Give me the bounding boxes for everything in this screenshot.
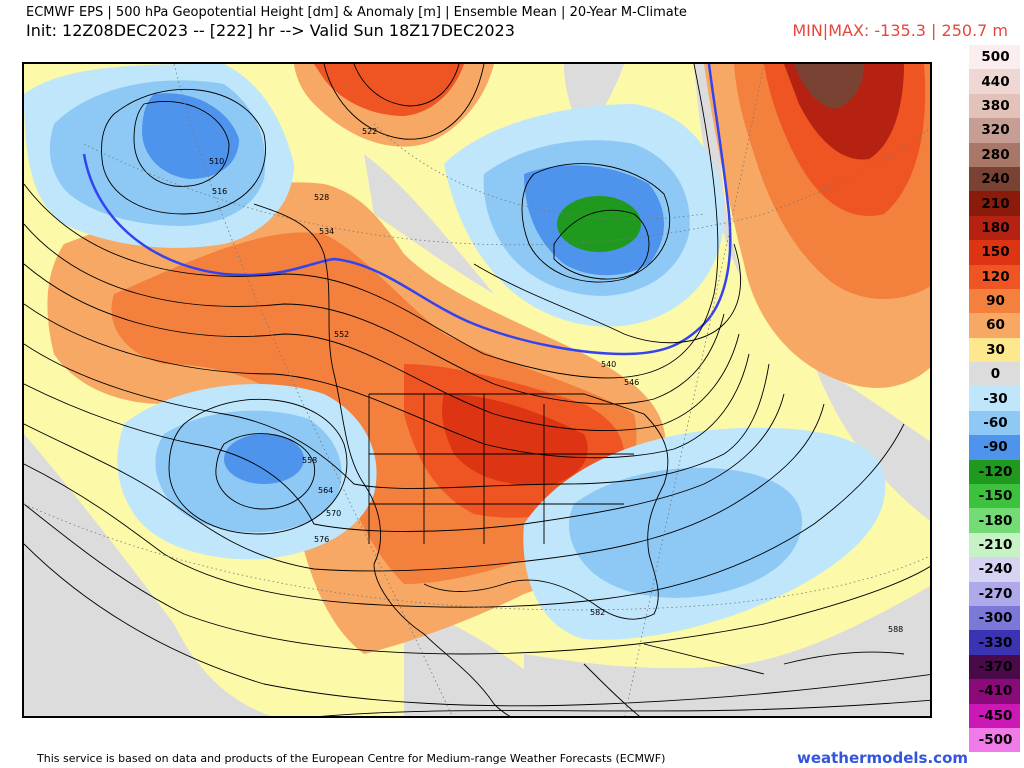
legend-label: 120 (981, 268, 1010, 285)
legend-label: -60 (983, 415, 1008, 432)
legend-label: 320 (981, 122, 1010, 139)
legend-swatch: -90 (969, 435, 1020, 460)
legend-label: -500 (978, 732, 1013, 749)
legend-label: -270 (978, 585, 1013, 602)
legend-swatch: 150 (969, 240, 1020, 265)
contour-label: 546 (624, 378, 639, 387)
contour-label: 510 (209, 157, 224, 166)
contour-label: 528 (314, 193, 329, 202)
legend-label: -300 (978, 610, 1013, 627)
legend-label: 30 (986, 341, 1005, 358)
legend-label: -410 (978, 683, 1013, 700)
contour-label: 522 (362, 127, 377, 136)
legend-label: 280 (981, 146, 1010, 163)
legend-label: -330 (978, 634, 1013, 651)
height-contours (24, 64, 930, 716)
legend-label: -150 (978, 488, 1013, 505)
anomaly-color-legend: 500 440 380 320 280 240 210 180 150 120 90 60 30 0 -30… (969, 45, 1020, 753)
negative-anomaly-hudson (444, 104, 724, 327)
legend-label: 440 (981, 73, 1010, 90)
legend-label: 60 (986, 317, 1005, 334)
legend-swatch: 380 (969, 93, 1020, 119)
contour-label: 552 (334, 330, 349, 339)
legend-swatch: -410 (969, 679, 1020, 704)
legend-swatch: -60 (969, 410, 1020, 436)
legend-label: -30 (983, 390, 1008, 407)
legend-swatch: -180 (969, 508, 1020, 533)
legend-swatch: 30 (969, 337, 1020, 363)
map-canvas: 510 516 522 528 534 540 546 552 558 564 … (24, 64, 930, 716)
legend-swatch: -330 (969, 630, 1020, 655)
legend-swatch: -120 (969, 459, 1020, 485)
negative-anomaly-southeast (523, 427, 886, 640)
contour-label: 582 (590, 608, 605, 617)
legend-swatch: 210 (969, 191, 1020, 216)
legend-label: -90 (983, 439, 1008, 456)
legend-swatch: -150 (969, 484, 1020, 509)
legend-label: 150 (981, 244, 1010, 261)
legend-label: -370 (978, 658, 1013, 675)
contour-label: 540 (601, 360, 616, 369)
min-max-readout: MIN|MAX: -135.3 | 250.7 m (792, 21, 1008, 40)
legend-swatch: 240 (969, 166, 1020, 192)
legend-swatch: -240 (969, 557, 1020, 582)
positive-anomaly-atlantic (704, 64, 930, 388)
legend-swatch: -500 (969, 727, 1020, 753)
contour-label: 570 (326, 509, 341, 518)
legend-swatch: 60 (969, 313, 1020, 338)
contour-label: 534 (319, 227, 334, 236)
legend-swatch: 120 (969, 264, 1020, 289)
forecast-map: 510 516 522 528 534 540 546 552 558 564 … (22, 62, 932, 718)
legend-swatch: -370 (969, 654, 1020, 680)
legend-label: 90 (986, 293, 1005, 310)
contour-label: 588 (888, 625, 903, 634)
legend-swatch: 0 (969, 362, 1020, 387)
contour-label: 564 (318, 486, 333, 495)
legend-label: 240 (981, 171, 1010, 188)
reference-contour-line (82, 64, 732, 356)
attribution-text: This service is based on data and produc… (37, 752, 666, 765)
chart-title-line2: Init: 12Z08DEC2023 -- [222] hr --> Valid… (26, 21, 515, 40)
coastlines-and-borders (253, 203, 905, 716)
legend-label: -450 (978, 707, 1013, 724)
legend-swatch: 180 (969, 215, 1020, 241)
legend-swatch: -30 (969, 386, 1020, 411)
legend-label: 500 (981, 49, 1010, 66)
legend-swatch: 500 (969, 45, 1020, 70)
brand-link[interactable]: weathermodels.com (796, 749, 968, 767)
contour-label: 558 (302, 456, 317, 465)
legend-swatch: 90 (969, 288, 1020, 314)
legend-swatch: -210 (969, 532, 1020, 558)
legend-swatch: 440 (969, 69, 1020, 94)
legend-label: -210 (978, 537, 1013, 553)
legend-label: -240 (978, 561, 1013, 578)
negative-anomaly-southwest (117, 384, 377, 560)
chart-title-line1: ECMWF EPS | 500 hPa Geopotential Height … (26, 5, 687, 20)
contour-labels: 510 516 522 528 534 540 546 552 558 564 … (209, 127, 903, 634)
legend-swatch: -300 (969, 605, 1020, 631)
negative-anomaly-pacific-north (24, 64, 294, 248)
legend-label: -180 (978, 512, 1013, 529)
legend-swatch: -450 (969, 703, 1020, 728)
contour-label: 516 (212, 187, 227, 196)
legend-swatch: 280 (969, 142, 1020, 167)
contour-label: 576 (314, 535, 329, 544)
legend-label: 210 (981, 195, 1010, 212)
legend-swatch: -270 (969, 581, 1020, 606)
legend-label: 380 (981, 97, 1010, 114)
legend-label: 180 (981, 219, 1010, 236)
legend-label: -120 (978, 463, 1013, 480)
legend-label: 0 (990, 366, 1001, 383)
legend-swatch: 320 (969, 118, 1020, 143)
neutral-anomaly-areas (24, 64, 930, 716)
